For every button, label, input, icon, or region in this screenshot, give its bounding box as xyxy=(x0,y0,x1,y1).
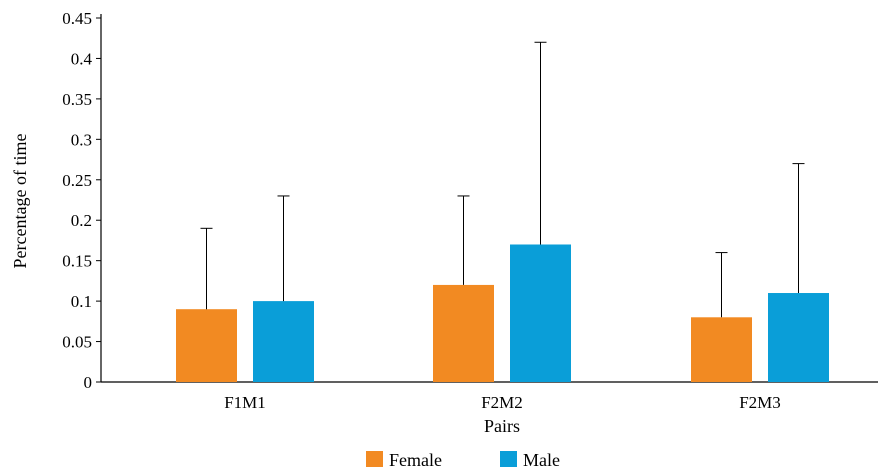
y-tick-label: 0.25 xyxy=(62,171,92,190)
y-ticks: 0 0.05 0.1 0.15 0.2 0.25 0.3 0.35 0.4 0.45 xyxy=(62,9,101,392)
x-category-label: F2M3 xyxy=(739,393,781,412)
y-tick-label: 0.2 xyxy=(71,211,92,230)
bar-male-f1m1 xyxy=(253,301,314,382)
y-tick-label: 0.15 xyxy=(62,252,92,271)
y-tick-label: 0.3 xyxy=(71,130,92,149)
legend-swatch-female xyxy=(366,451,383,467)
x-category-label: F2M2 xyxy=(481,393,523,412)
legend: Female Male xyxy=(366,450,560,470)
y-tick-label: 0.1 xyxy=(71,292,92,311)
bar-male-f2m2 xyxy=(510,244,571,382)
bar-female-f1m1 xyxy=(176,309,237,382)
y-tick-label: 0.4 xyxy=(71,49,93,68)
x-category-label: F1M1 xyxy=(224,393,266,412)
y-tick-label: 0 xyxy=(84,373,93,392)
y-axis-title: Percentage of time xyxy=(10,134,30,269)
bar-female-f2m3 xyxy=(691,317,752,382)
x-axis-title: Pairs xyxy=(484,416,520,436)
x-category-labels: F1M1 F2M2 F2M3 xyxy=(224,393,781,412)
bars xyxy=(176,244,829,382)
legend-label-male: Male xyxy=(523,450,560,470)
bar-male-f2m3 xyxy=(768,293,829,382)
bar-female-f2m2 xyxy=(433,284,494,382)
legend-label-female: Female xyxy=(389,450,442,470)
y-tick-label: 0.35 xyxy=(62,90,92,109)
legend-swatch-male xyxy=(500,451,517,467)
y-tick-label: 0.45 xyxy=(62,9,92,28)
y-tick-label: 0.05 xyxy=(62,333,92,352)
error-bars xyxy=(200,41,805,318)
